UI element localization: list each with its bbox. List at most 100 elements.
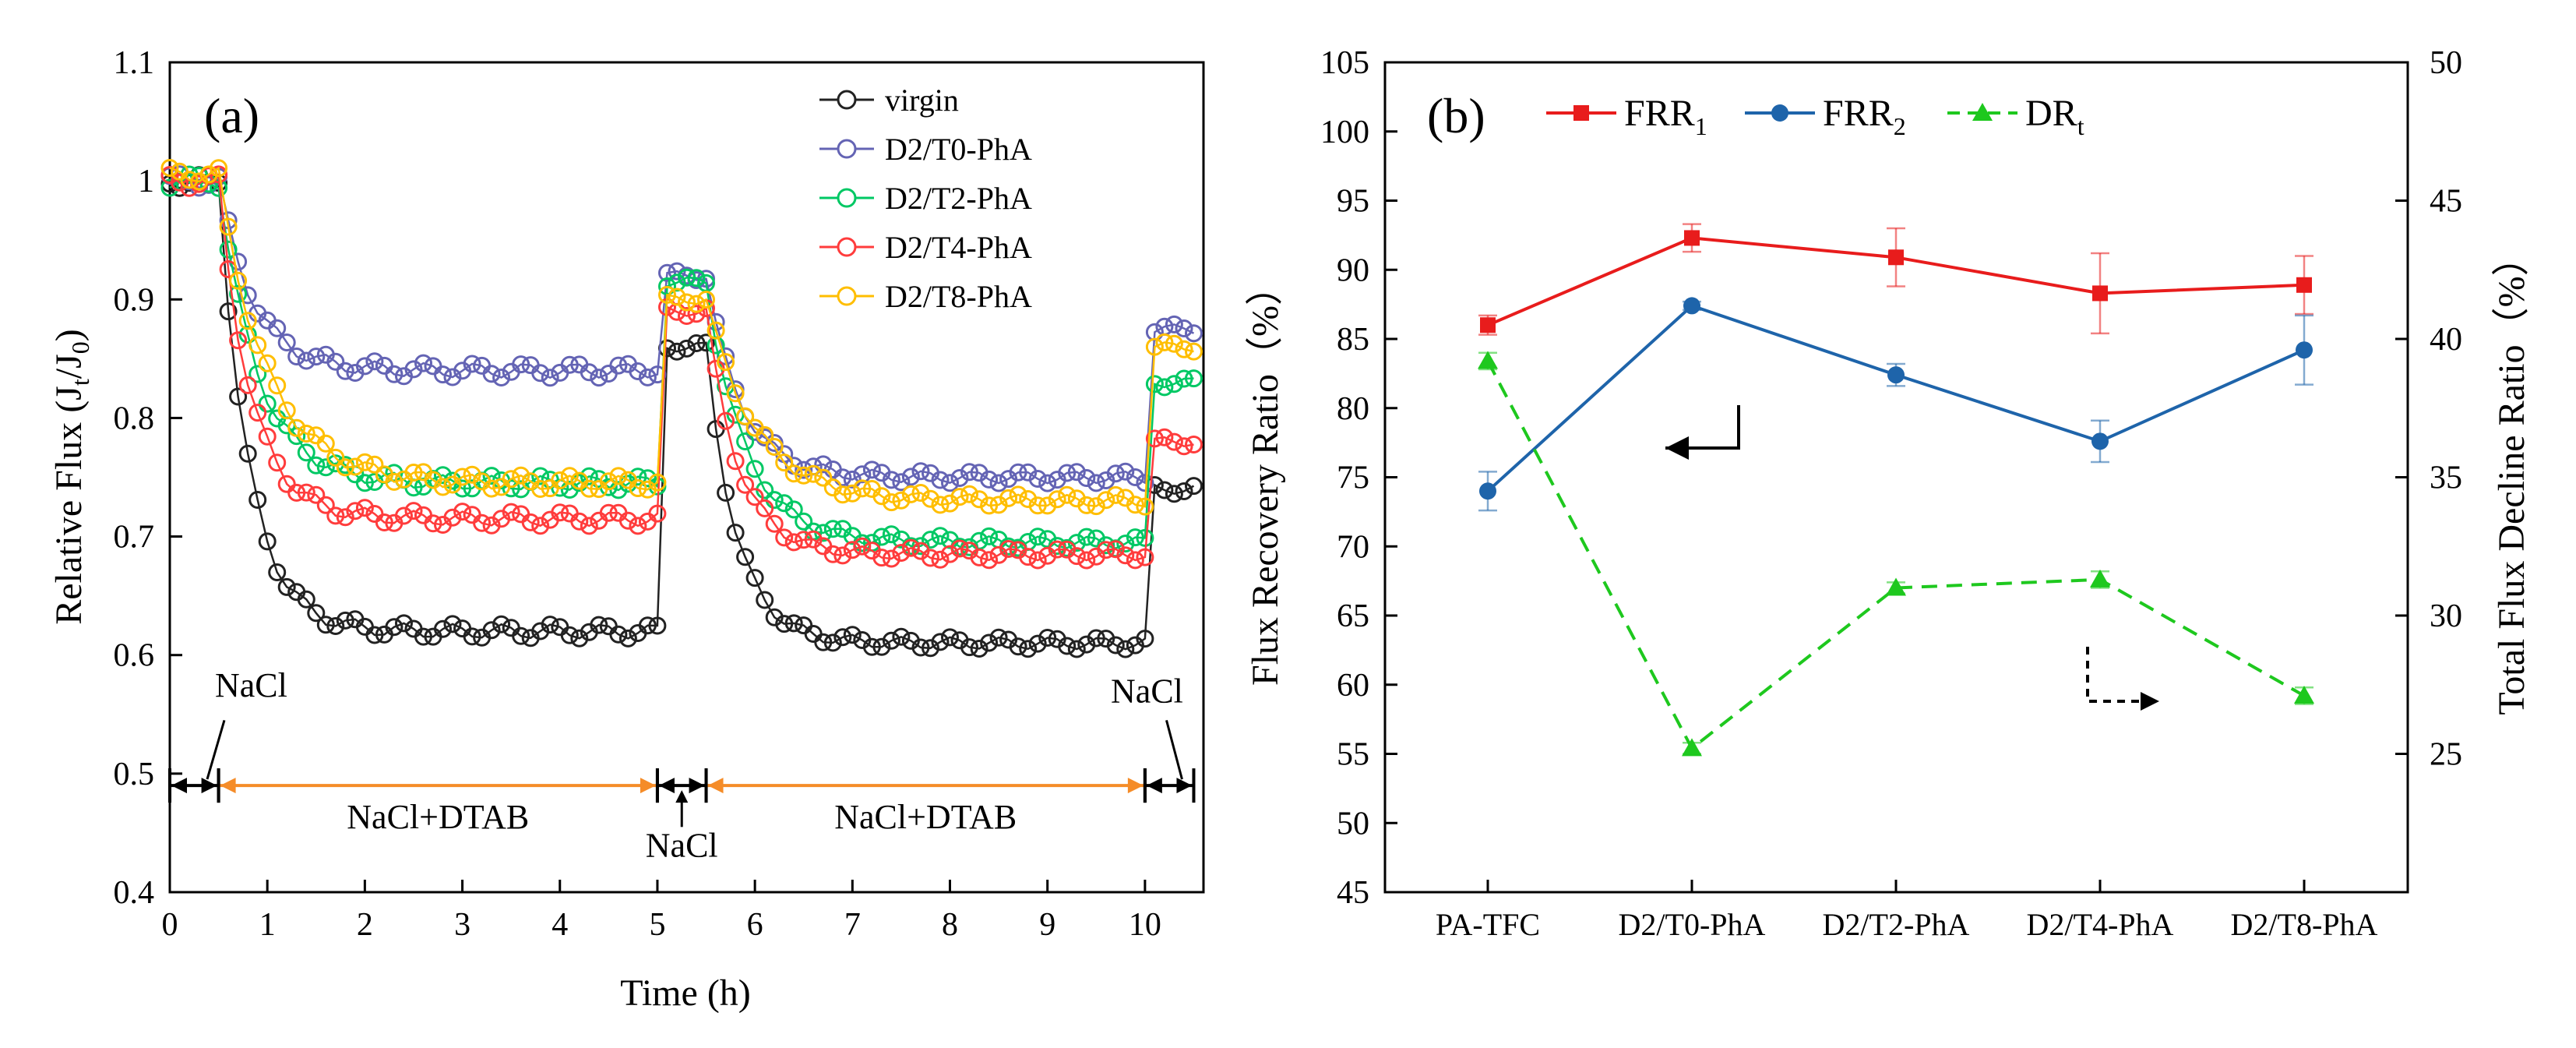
data-point-frr1 (1684, 230, 1700, 246)
data-point-virgin (668, 342, 686, 361)
data-point-t2 (872, 528, 891, 546)
y-tick-label-right-b: 35 (2430, 460, 2462, 496)
data-point-virgin (618, 629, 637, 648)
data-point-t4 (268, 453, 287, 472)
legend-marker-frr1 (1573, 105, 1589, 121)
right-axis-arrow (2086, 647, 2150, 703)
panel-a: 0 1 2 3 4 5 6 7 8 9 100.40.50.60.70.80.911.1 NaClN… (48, 45, 1205, 1014)
data-point-virgin (784, 614, 803, 633)
data-point-t8 (512, 466, 530, 485)
data-point-t0 (911, 462, 930, 481)
series-line-t4 (169, 173, 1194, 562)
category-label: PA-TFC (1436, 907, 1540, 942)
y-tick-label-a: 0.5 (114, 757, 155, 792)
data-point-t8 (277, 401, 296, 420)
x-tick-label-a: 3 (454, 907, 470, 943)
data-point-frr2 (1887, 366, 1905, 384)
data-point-t2 (434, 466, 452, 485)
data-point-t0 (336, 362, 354, 380)
data-point-t8 (658, 285, 676, 304)
data-point-t0 (795, 460, 813, 479)
data-point-t2 (248, 365, 267, 383)
y-tick-label-right-b: 45 (2430, 184, 2462, 220)
data-point-t0 (1077, 469, 1096, 487)
data-point-t8 (599, 472, 618, 491)
legend-b: FRR1 FRR2 DRt (1546, 93, 2084, 140)
data-point-t2 (580, 467, 598, 485)
data-point-t4 (229, 331, 248, 350)
data-point-virgin (1019, 640, 1038, 658)
data-point-t2 (1165, 375, 1183, 393)
data-point-virgin (248, 491, 267, 509)
x-tick-label-a: 8 (942, 907, 958, 943)
data-point-t0 (1185, 324, 1203, 343)
data-point-t8 (756, 425, 774, 444)
data-point-t4 (424, 514, 442, 533)
x-tick-label-a: 1 (259, 907, 276, 943)
x-tick-label-a: 5 (649, 907, 665, 943)
data-point-t4 (404, 502, 423, 520)
legend-label-subscript: t (2077, 112, 2084, 140)
data-point-t0 (960, 463, 978, 482)
data-point-t8 (551, 471, 569, 489)
data-point-t8 (911, 484, 930, 502)
phase-label: NaCl (646, 826, 718, 864)
data-point-t4 (756, 499, 774, 517)
data-point-t4 (717, 411, 735, 430)
data-point-virgin (482, 621, 501, 640)
data-point-virgin (492, 615, 511, 633)
data-point-t4 (287, 483, 306, 502)
y-tick-label-right-b: 50 (2430, 45, 2462, 81)
data-point-t0 (1175, 319, 1193, 337)
data-point-t0 (1116, 462, 1135, 481)
phase-arrowhead (1127, 778, 1144, 794)
phase-arrowhead (675, 790, 689, 803)
data-point-t8 (853, 479, 872, 498)
data-point-virgin (678, 339, 696, 358)
data-point-t2 (355, 474, 374, 492)
data-point-t2 (502, 479, 520, 498)
data-point-t8 (346, 457, 365, 476)
data-point-t0 (414, 354, 432, 372)
category-label: D2/T0-PhA (1619, 907, 1766, 942)
y-tick-label-right-b: 25 (2430, 737, 2462, 773)
panel-label-a: (a) (204, 88, 259, 143)
legend-label-subscript: 2 (1894, 112, 1906, 140)
data-point-t8 (1087, 497, 1105, 516)
x-tick-label-a: 10 (1129, 907, 1161, 943)
data-point-virgin (687, 334, 706, 352)
y-tick-label-a: 0.6 (114, 638, 155, 674)
data-point-t0 (658, 263, 676, 282)
data-point-virgin (960, 638, 978, 657)
series-line-frr2 (1486, 304, 2305, 492)
data-point-dr (2294, 685, 2314, 704)
data-point-virgin (1155, 481, 1174, 499)
data-point-t2 (1175, 369, 1193, 388)
x-tick-label-a: 9 (1039, 907, 1055, 943)
data-point-virgin (385, 618, 403, 637)
data-point-dr (1682, 738, 1702, 757)
legend-marker-t0 (837, 139, 857, 159)
legend-label-frr2: FRR2 (1823, 93, 1906, 140)
data-point-t0 (531, 364, 550, 383)
data-point-t0 (404, 360, 423, 379)
data-point-t8 (687, 295, 706, 313)
data-point-t0 (238, 286, 257, 305)
data-point-t0 (989, 474, 1008, 492)
data-point-t8 (882, 493, 900, 512)
data-point-virgin (316, 616, 335, 634)
data-point-t0 (814, 455, 833, 474)
y-tick-label-left-b: 60 (1337, 668, 1369, 704)
data-point-t4 (833, 546, 852, 565)
data-point-t0 (580, 363, 598, 382)
data-point-t4 (336, 508, 354, 527)
y-tick-label-left-b: 75 (1337, 460, 1369, 496)
y-tick-label-a: 1.1 (114, 45, 155, 81)
data-point-t0 (1009, 463, 1027, 482)
data-point-t8 (453, 468, 472, 486)
data-point-frr2 (2296, 341, 2313, 359)
data-point-frr2 (1683, 297, 1700, 315)
data-point-t2 (1077, 528, 1096, 546)
data-point-t4 (1116, 546, 1135, 565)
data-point-t2 (1155, 378, 1174, 397)
